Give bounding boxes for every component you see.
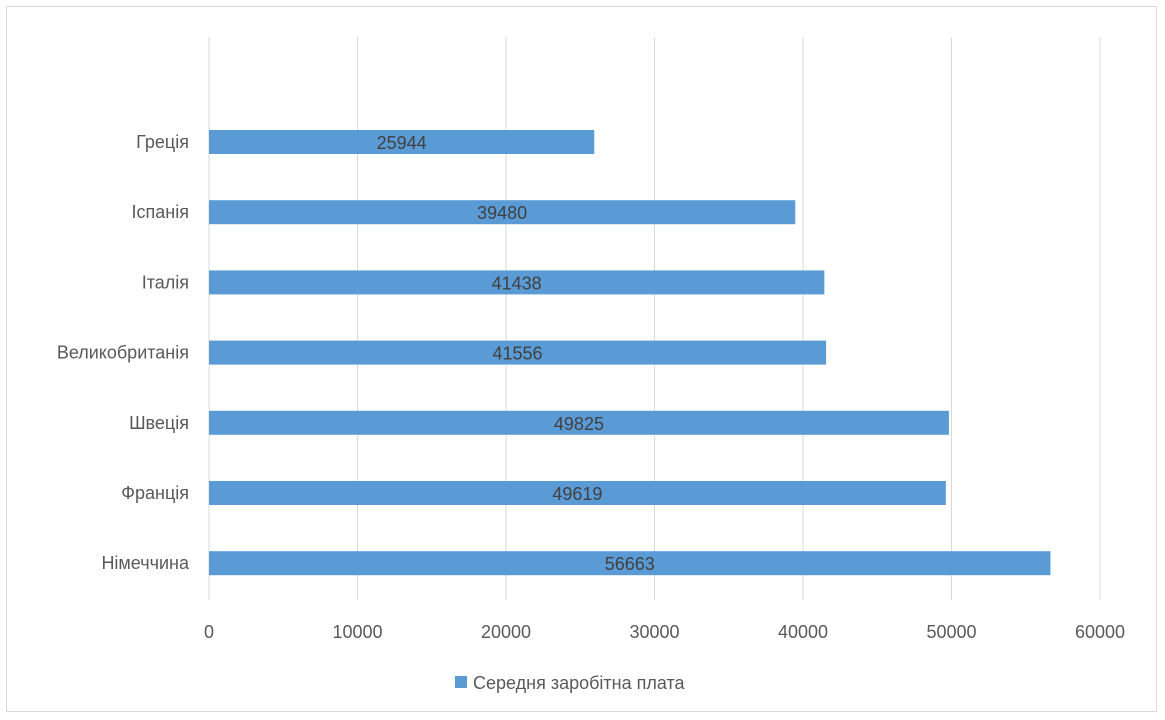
category-label: Великобританія xyxy=(57,343,189,363)
data-label: 25944 xyxy=(377,133,427,153)
category-labels: Греція Іспанія Італія Великобританія Швеція Ф… xyxy=(57,132,190,573)
category-label: Швеція xyxy=(129,413,189,433)
bar xyxy=(209,481,946,505)
data-label: 49619 xyxy=(552,484,602,504)
gridlines xyxy=(208,37,1101,600)
data-label: 41556 xyxy=(493,344,543,364)
data-label: 41438 xyxy=(492,273,542,293)
data-label: 39480 xyxy=(477,203,527,223)
x-tick-label: 0 xyxy=(204,622,214,642)
category-label: Іспанія xyxy=(132,202,189,222)
x-tick-label: 30000 xyxy=(629,622,679,642)
bar xyxy=(209,410,949,435)
bar xyxy=(209,551,1051,576)
category-label: Італія xyxy=(142,272,189,292)
data-label: 49825 xyxy=(554,414,604,434)
x-tick-label: 60000 xyxy=(1075,622,1125,642)
category-label: Німеччина xyxy=(101,553,190,573)
bar xyxy=(209,130,595,154)
category-label: Греція xyxy=(136,132,189,152)
legend-label: Середня заробітна плата xyxy=(473,673,686,693)
bars: 25944 39480 41438 41556 49825 49619 56663 xyxy=(209,130,1051,576)
bar xyxy=(209,200,796,225)
legend-swatch xyxy=(455,676,467,688)
x-tick-label: 40000 xyxy=(778,622,828,642)
x-tick-labels: 0 10000 20000 30000 40000 50000 60000 xyxy=(204,622,1125,642)
bar xyxy=(209,340,827,365)
x-tick-label: 20000 xyxy=(481,622,531,642)
x-tick-label: 10000 xyxy=(332,622,382,642)
data-label: 56663 xyxy=(605,554,655,574)
x-tick-label: 50000 xyxy=(926,622,976,642)
category-label: Франція xyxy=(121,483,189,503)
legend: Середня заробітна плата xyxy=(455,673,686,693)
bar xyxy=(209,270,825,295)
